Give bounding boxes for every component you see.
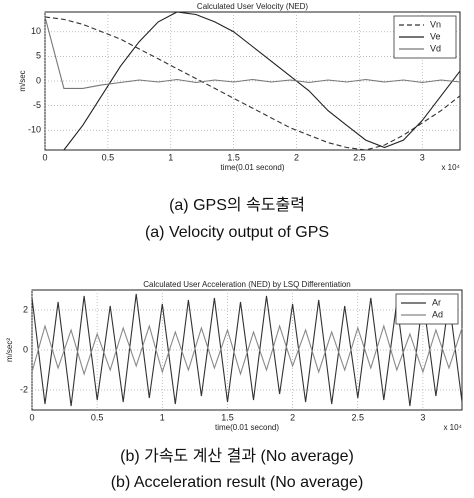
y-tick-label: -5 (33, 100, 41, 110)
x-tick-label: 2.5 (353, 152, 366, 162)
x-tick-label: 0.5 (102, 152, 115, 162)
x-axis-label: time(0.01 second) (220, 163, 284, 172)
y-tick-label: 10 (31, 26, 41, 36)
y-axis-label: m/sec² (5, 338, 14, 362)
x-multiplier: x 10⁴ (443, 423, 462, 432)
x-tick-label: 1.5 (227, 152, 240, 162)
y-tick-label: 0 (23, 344, 28, 354)
x-tick-label: 1 (160, 412, 165, 422)
x-tick-label: 2 (290, 412, 295, 422)
y-tick-label: 0 (36, 75, 41, 85)
legend-label: Ve (430, 31, 441, 41)
legend-label: Ad (432, 309, 443, 319)
series-line (31, 324, 463, 376)
chart-title: Calculated User Velocity (NED) (197, 2, 308, 11)
caption: (b) 가속도 계산 결과 (No average) (120, 447, 354, 465)
legend-label: Ar (432, 297, 441, 307)
legend-box (395, 293, 459, 325)
x-tick-label: 1 (168, 152, 173, 162)
caption: (a) Velocity output of GPS (145, 224, 329, 241)
x-tick-label: 2 (294, 152, 299, 162)
x-tick-label: 1.5 (221, 412, 234, 422)
y-tick-label: 2 (23, 304, 28, 314)
series-line (44, 16, 461, 89)
legend-label: Vd (430, 43, 441, 53)
x-axis-label: time(0.01 second) (215, 423, 279, 432)
y-tick-label: -10 (28, 125, 41, 135)
chart-title: Calculated User Acceleration (NED) by LS… (143, 280, 351, 289)
series-line (63, 11, 461, 151)
x-tick-label: 3 (420, 152, 425, 162)
x-tick-label: 2.5 (351, 412, 364, 422)
caption: (a) GPS의 속도출력 (169, 196, 305, 214)
y-tick-label: -2 (20, 384, 28, 394)
legend-label: Vn (430, 19, 441, 29)
x-tick-label: 0.5 (91, 412, 104, 422)
y-tick-label: 5 (36, 51, 41, 61)
y-axis-label: m/sec (18, 70, 27, 91)
x-tick-label: 0 (29, 412, 34, 422)
x-tick-label: 3 (420, 412, 425, 422)
caption: (b) Acceleration result (No average) (111, 474, 364, 491)
x-tick-label: 0 (42, 152, 47, 162)
series-line (44, 16, 461, 151)
x-multiplier: x 10⁴ (441, 163, 460, 172)
